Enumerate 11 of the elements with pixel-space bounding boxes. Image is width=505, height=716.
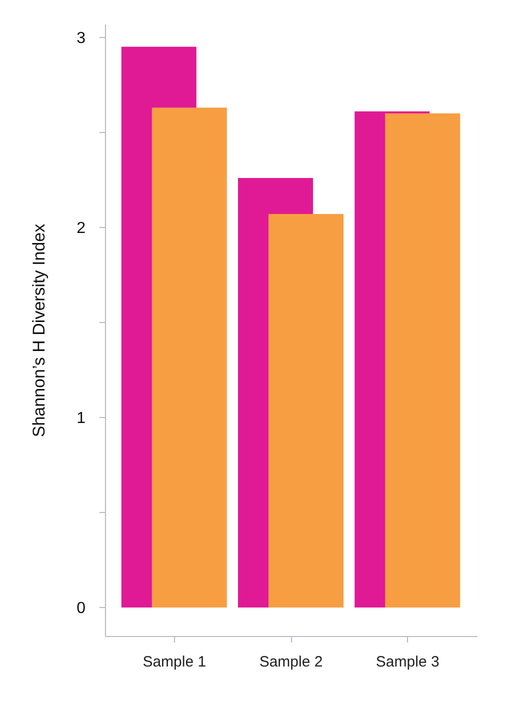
bar (385, 113, 460, 608)
x-tick-label: Sample 1 (142, 654, 206, 670)
y-axis-title: Shannon’s H Diversity Index (30, 223, 49, 438)
y-tick-label: 1 (76, 410, 86, 427)
x-tick-label: Sample 3 (376, 654, 440, 670)
x-tick-label: Sample 2 (259, 654, 323, 670)
y-tick-label: 0 (76, 600, 86, 617)
y-tick-label: 3 (76, 30, 86, 47)
y-tick-label: 2 (76, 220, 86, 237)
bar (152, 108, 227, 608)
bar (268, 214, 344, 608)
